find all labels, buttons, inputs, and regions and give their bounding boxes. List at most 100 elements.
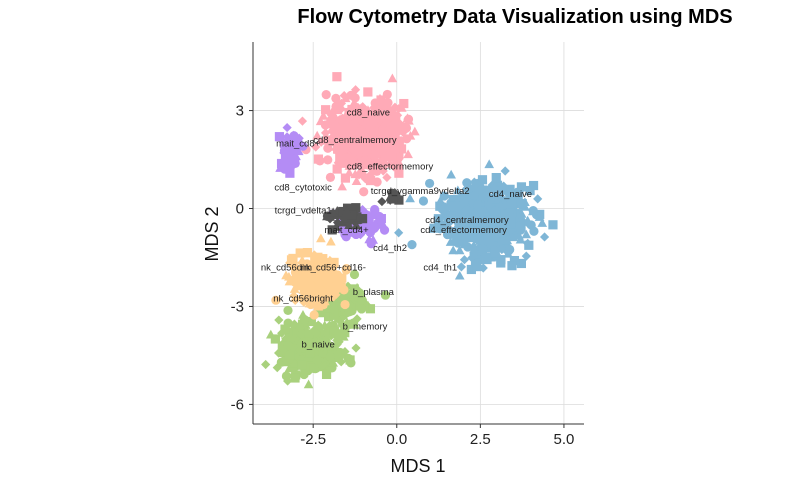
data-point (340, 346, 350, 357)
data-point (339, 131, 349, 141)
data-point (357, 214, 368, 224)
data-point (533, 194, 543, 204)
data-point (458, 216, 468, 226)
data-point (454, 234, 464, 245)
chart-title: Flow Cytometry Data Visualization using … (297, 6, 733, 28)
data-point (305, 280, 316, 290)
data-point (368, 161, 378, 171)
data-point (353, 102, 363, 112)
data-point (467, 253, 477, 263)
data-point (491, 172, 501, 183)
data-point (448, 245, 459, 255)
data-point (380, 117, 391, 127)
data-point (311, 290, 321, 300)
data-point (461, 235, 472, 245)
y-tick-label: -3 (231, 298, 244, 315)
population-label: cd8_effectormemory (347, 161, 434, 172)
population-label: cd4_th1 (423, 263, 457, 274)
data-point (338, 350, 348, 360)
data-point (311, 142, 321, 152)
data-point (351, 203, 361, 213)
data-point (344, 220, 354, 229)
data-point (297, 319, 308, 329)
data-point (325, 172, 336, 182)
data-point (483, 200, 494, 210)
population-label: tcrgd_vdelta1 (275, 205, 332, 216)
data-point (469, 244, 479, 253)
data-point (389, 144, 399, 154)
data-point (289, 291, 299, 301)
data-point (270, 334, 280, 344)
data-point (507, 261, 517, 271)
data-point (455, 226, 465, 236)
data-point (321, 291, 332, 301)
data-point (477, 248, 487, 259)
data-point (466, 264, 476, 275)
data-point (345, 290, 356, 300)
data-point (340, 299, 350, 310)
data-point (494, 219, 504, 229)
data-point (282, 122, 292, 133)
data-point (303, 265, 313, 275)
data-point (511, 190, 521, 200)
data-point (298, 141, 308, 151)
data-point (405, 193, 415, 203)
data-point (369, 127, 379, 138)
data-point (333, 144, 343, 154)
data-point (356, 163, 367, 173)
data-point (489, 184, 499, 193)
data-point (398, 121, 408, 132)
data-point (316, 284, 327, 294)
data-point (382, 172, 392, 183)
data-point (363, 135, 373, 145)
data-point (295, 338, 305, 347)
data-point (351, 176, 362, 186)
data-point (351, 343, 361, 353)
data-point (311, 271, 321, 281)
data-point (303, 286, 313, 297)
data-point (502, 235, 513, 245)
data-point (329, 131, 340, 142)
data-point (359, 187, 369, 197)
data-point (344, 130, 354, 140)
data-point (372, 106, 383, 116)
data-point (477, 207, 488, 217)
data-point (507, 199, 517, 209)
population-label: b_memory (343, 321, 388, 332)
data-point (321, 369, 332, 379)
data-point (475, 186, 486, 196)
data-point (469, 191, 479, 201)
data-point (475, 235, 485, 245)
population-label: mait_cd4+ (325, 225, 370, 236)
data-point (446, 211, 456, 221)
population-label: cd8_naive (347, 107, 390, 118)
data-point (315, 254, 326, 264)
population-label: cd4_centralmemory (425, 215, 509, 226)
data-point (514, 230, 524, 240)
data-point (297, 360, 307, 370)
data-point (339, 326, 350, 336)
data-point (390, 119, 400, 129)
data-point (370, 219, 380, 229)
data-point (282, 157, 292, 167)
data-point (317, 342, 327, 352)
data-point (292, 328, 302, 338)
data-point (349, 269, 360, 280)
data-point (329, 326, 340, 336)
data-point (330, 268, 341, 278)
data-point (322, 135, 333, 145)
data-point (289, 284, 300, 293)
data-point (329, 257, 339, 268)
data-point (472, 178, 482, 188)
data-point (284, 271, 294, 281)
axes (252, 42, 584, 425)
data-point (315, 278, 325, 288)
data-point (331, 101, 341, 111)
data-point (302, 326, 312, 335)
data-point (478, 244, 488, 254)
data-point (498, 231, 508, 242)
data-point (327, 305, 337, 315)
data-point (297, 255, 308, 265)
